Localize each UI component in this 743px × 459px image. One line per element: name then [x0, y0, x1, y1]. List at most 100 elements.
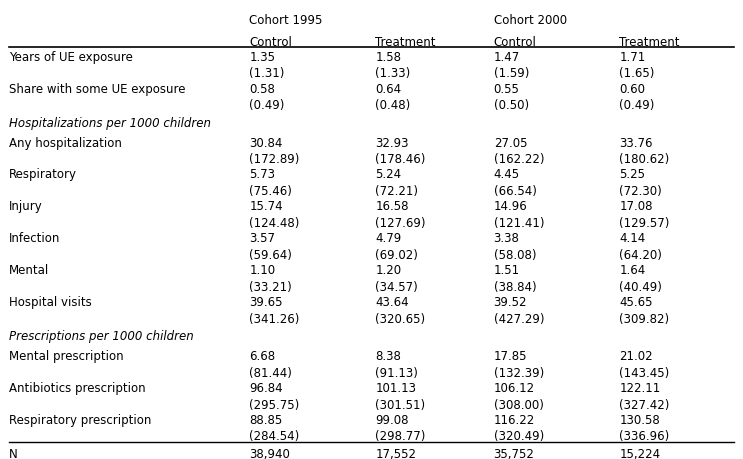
Text: (178.46): (178.46)	[375, 153, 426, 166]
Text: Control: Control	[250, 36, 292, 49]
Text: (66.54): (66.54)	[493, 185, 536, 198]
Text: (0.48): (0.48)	[375, 99, 410, 112]
Text: 21.02: 21.02	[620, 350, 653, 363]
Text: 32.93: 32.93	[375, 136, 409, 150]
Text: (320.49): (320.49)	[493, 431, 544, 443]
Text: (341.26): (341.26)	[250, 313, 299, 325]
Text: 1.35: 1.35	[250, 50, 276, 64]
Text: 15,224: 15,224	[620, 448, 661, 459]
Text: 43.64: 43.64	[375, 297, 409, 309]
Text: 4.79: 4.79	[375, 232, 401, 246]
Text: (143.45): (143.45)	[620, 367, 669, 380]
Text: (121.41): (121.41)	[493, 217, 544, 230]
Text: (58.08): (58.08)	[493, 249, 536, 262]
Text: 4.14: 4.14	[620, 232, 646, 246]
Text: Mental: Mental	[9, 264, 49, 277]
Text: Years of UE exposure: Years of UE exposure	[9, 50, 133, 64]
Text: 130.58: 130.58	[620, 414, 661, 427]
Text: Injury: Injury	[9, 201, 42, 213]
Text: Treatment: Treatment	[620, 36, 680, 49]
Text: (0.49): (0.49)	[250, 99, 285, 112]
Text: Treatment: Treatment	[375, 36, 435, 49]
Text: 1.51: 1.51	[493, 264, 520, 277]
Text: 5.73: 5.73	[250, 168, 276, 181]
Text: 1.71: 1.71	[620, 50, 646, 64]
Text: (124.48): (124.48)	[250, 217, 299, 230]
Text: 35,752: 35,752	[493, 448, 534, 459]
Text: (336.96): (336.96)	[620, 431, 669, 443]
Text: Respiratory: Respiratory	[9, 168, 77, 181]
Text: 0.55: 0.55	[493, 83, 519, 95]
Text: (0.50): (0.50)	[493, 99, 529, 112]
Text: (162.22): (162.22)	[493, 153, 544, 166]
Text: 6.68: 6.68	[250, 350, 276, 363]
Text: (427.29): (427.29)	[493, 313, 544, 325]
Text: 3.38: 3.38	[493, 232, 519, 246]
Text: (75.46): (75.46)	[250, 185, 292, 198]
Text: 38,940: 38,940	[250, 448, 291, 459]
Text: 1.10: 1.10	[250, 264, 276, 277]
Text: 4.45: 4.45	[493, 168, 520, 181]
Text: 14.96: 14.96	[493, 201, 528, 213]
Text: (295.75): (295.75)	[250, 398, 299, 412]
Text: Hospitalizations per 1000 children: Hospitalizations per 1000 children	[9, 117, 211, 129]
Text: 3.57: 3.57	[250, 232, 276, 246]
Text: (1.31): (1.31)	[250, 67, 285, 80]
Text: (129.57): (129.57)	[620, 217, 670, 230]
Text: 16.58: 16.58	[375, 201, 409, 213]
Text: (69.02): (69.02)	[375, 249, 418, 262]
Text: Cohort 2000: Cohort 2000	[493, 14, 567, 27]
Text: 0.60: 0.60	[620, 83, 646, 95]
Text: (33.21): (33.21)	[250, 281, 292, 294]
Text: (132.39): (132.39)	[493, 367, 544, 380]
Text: (1.59): (1.59)	[493, 67, 529, 80]
Text: 17.85: 17.85	[493, 350, 527, 363]
Text: 1.58: 1.58	[375, 50, 401, 64]
Text: (1.65): (1.65)	[620, 67, 655, 80]
Text: 17,552: 17,552	[375, 448, 416, 459]
Text: (127.69): (127.69)	[375, 217, 426, 230]
Text: 101.13: 101.13	[375, 382, 416, 395]
Text: Infection: Infection	[9, 232, 60, 246]
Text: (59.64): (59.64)	[250, 249, 292, 262]
Text: 96.84: 96.84	[250, 382, 283, 395]
Text: 39.52: 39.52	[493, 297, 527, 309]
Text: Control: Control	[493, 36, 536, 49]
Text: (0.49): (0.49)	[620, 99, 655, 112]
Text: (320.65): (320.65)	[375, 313, 425, 325]
Text: 1.47: 1.47	[493, 50, 520, 64]
Text: Mental prescription: Mental prescription	[9, 350, 123, 363]
Text: (172.89): (172.89)	[250, 153, 299, 166]
Text: 39.65: 39.65	[250, 297, 283, 309]
Text: 15.74: 15.74	[250, 201, 283, 213]
Text: 1.64: 1.64	[620, 264, 646, 277]
Text: (81.44): (81.44)	[250, 367, 292, 380]
Text: (64.20): (64.20)	[620, 249, 662, 262]
Text: 99.08: 99.08	[375, 414, 409, 427]
Text: Share with some UE exposure: Share with some UE exposure	[9, 83, 185, 95]
Text: 33.76: 33.76	[620, 136, 653, 150]
Text: (298.77): (298.77)	[375, 431, 426, 443]
Text: (284.54): (284.54)	[250, 431, 299, 443]
Text: (72.21): (72.21)	[375, 185, 418, 198]
Text: (34.57): (34.57)	[375, 281, 418, 294]
Text: (327.42): (327.42)	[620, 398, 670, 412]
Text: Any hospitalization: Any hospitalization	[9, 136, 122, 150]
Text: 30.84: 30.84	[250, 136, 283, 150]
Text: 5.24: 5.24	[375, 168, 401, 181]
Text: Prescriptions per 1000 children: Prescriptions per 1000 children	[9, 330, 193, 343]
Text: 122.11: 122.11	[620, 382, 661, 395]
Text: 0.64: 0.64	[375, 83, 401, 95]
Text: (38.84): (38.84)	[493, 281, 536, 294]
Text: Hospital visits: Hospital visits	[9, 297, 91, 309]
Text: (308.00): (308.00)	[493, 398, 544, 412]
Text: (91.13): (91.13)	[375, 367, 418, 380]
Text: (301.51): (301.51)	[375, 398, 425, 412]
Text: N: N	[9, 448, 18, 459]
Text: (180.62): (180.62)	[620, 153, 669, 166]
Text: 17.08: 17.08	[620, 201, 653, 213]
Text: (72.30): (72.30)	[620, 185, 662, 198]
Text: 88.85: 88.85	[250, 414, 282, 427]
Text: (1.33): (1.33)	[375, 67, 410, 80]
Text: 45.65: 45.65	[620, 297, 653, 309]
